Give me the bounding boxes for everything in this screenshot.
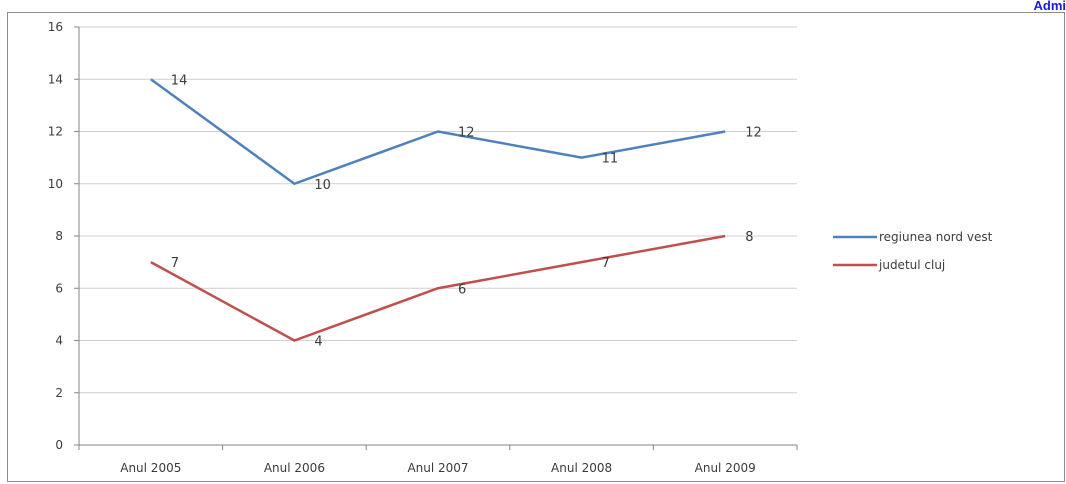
data-label: 12 — [745, 126, 762, 141]
data-label: 8 — [745, 230, 753, 245]
admin-link[interactable]: Admi — [1033, 0, 1066, 13]
data-label: 6 — [458, 282, 466, 297]
data-label: 11 — [602, 152, 619, 167]
y-tick-label: 16 — [48, 20, 63, 34]
y-tick-label: 10 — [48, 177, 63, 191]
x-tick-label: Anul 2007 — [407, 461, 468, 475]
x-tick-label: Anul 2006 — [264, 461, 325, 475]
series-line-2 — [150, 234, 726, 342]
data-label: 7 — [171, 256, 179, 271]
series-line-1 — [150, 78, 726, 186]
y-tick-label: 0 — [55, 438, 63, 452]
legend: regiunea nord vest judetul cluj — [833, 230, 993, 272]
data-label: 14 — [171, 73, 188, 88]
y-tick-label: 6 — [55, 281, 63, 295]
legend-label-2: judetul cluj — [878, 258, 945, 272]
data-label: 7 — [602, 256, 610, 271]
axes: 0 2 4 6 8 10 12 14 16 Anul 2005 Anul 2006 Anul 2007… — [48, 20, 798, 475]
data-label: 12 — [458, 126, 475, 141]
data-label: 4 — [314, 335, 322, 350]
x-tick-label: Anul 2009 — [695, 461, 756, 475]
chart-frame — [7, 12, 1065, 482]
x-tick-label: Anul 2005 — [120, 461, 181, 475]
y-tick-label: 14 — [48, 72, 63, 86]
y-tick-label: 12 — [48, 125, 63, 139]
y-tick-label: 8 — [55, 229, 63, 243]
series-lines — [150, 78, 726, 342]
y-tick-label: 2 — [55, 386, 63, 400]
data-labels: 14 10 12 11 12 7 4 6 7 8 — [171, 73, 762, 349]
y-tick-label: 4 — [55, 334, 63, 348]
data-label: 10 — [314, 178, 331, 193]
x-tick-label: Anul 2008 — [551, 461, 612, 475]
legend-label-1: regiunea nord vest — [879, 230, 993, 244]
